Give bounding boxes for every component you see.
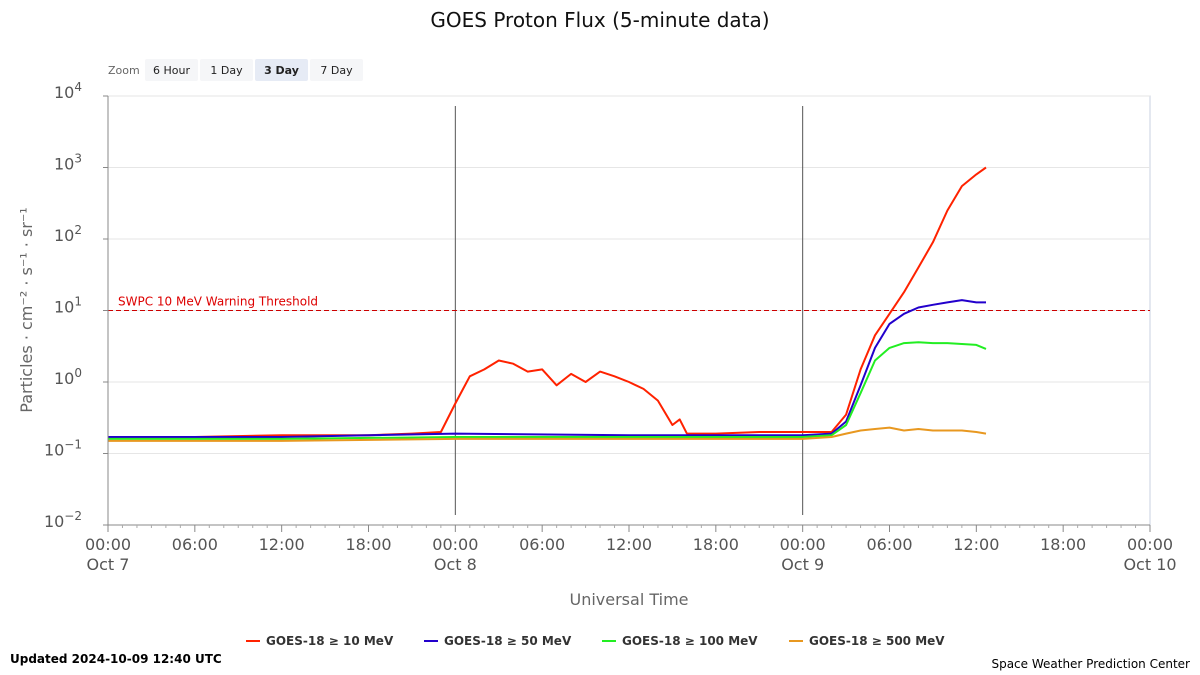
zoom-button-bg xyxy=(145,59,198,81)
y-tick-base: 10 xyxy=(54,369,74,388)
legend-label: GOES-18 ≥ 100 MeV xyxy=(622,634,758,648)
zoom-button-label: 3 Day xyxy=(264,64,299,77)
legend-item[interactable]: GOES-18 ≥ 100 MeV xyxy=(602,634,758,648)
series-line-1850-mev xyxy=(108,299,986,438)
x-tick-date-label: Oct 8 xyxy=(434,555,477,574)
x-tick-label: 12:00 xyxy=(259,535,305,554)
credit-text: Space Weather Prediction Center xyxy=(991,657,1190,671)
y-tick-label: 101 xyxy=(54,295,82,317)
chart-title: GOES Proton Flux (5-minute data) xyxy=(430,8,769,32)
y-tick-label: 10−2 xyxy=(44,509,82,531)
zoom-button-label: 1 Day xyxy=(210,64,243,77)
zoom-button-3-day[interactable]: 3 Day xyxy=(255,59,308,81)
zoom-button-6-hour[interactable]: 6 Hour xyxy=(145,59,198,81)
legend-item[interactable]: GOES-18 ≥ 50 MeV xyxy=(424,634,572,648)
x-tick-label: 18:00 xyxy=(1040,535,1086,554)
y-tick-label: 100 xyxy=(54,366,82,388)
plot-area: SWPC 10 MeV Warning Threshold xyxy=(107,95,1151,526)
y-tick-exponent: −2 xyxy=(64,509,82,523)
zoom-button-label: 7 Day xyxy=(320,64,353,77)
y-tick-base: 10 xyxy=(44,441,64,460)
legend-label: GOES-18 ≥ 500 MeV xyxy=(809,634,945,648)
x-tick-label: 00:00 xyxy=(85,535,131,554)
y-tick-label: 103 xyxy=(54,152,82,174)
series-lines xyxy=(108,166,987,442)
updated-timestamp: Updated 2024-10-09 12:40 UTC xyxy=(10,652,222,666)
x-tick-label: 18:00 xyxy=(345,535,391,554)
y-tick-base: 10 xyxy=(54,226,74,245)
legend-item[interactable]: GOES-18 ≥ 500 MeV xyxy=(789,634,945,648)
x-axis-title: Universal Time xyxy=(569,590,688,609)
legend-label: GOES-18 ≥ 10 MeV xyxy=(266,634,394,648)
y-tick-base: 10 xyxy=(54,155,74,174)
y-tick-exponent: 4 xyxy=(74,80,82,94)
x-tick-date-label: Oct 7 xyxy=(87,555,130,574)
legend-label: GOES-18 ≥ 50 MeV xyxy=(444,634,572,648)
x-tick-label: 18:00 xyxy=(693,535,739,554)
zoom-button-bg xyxy=(200,59,253,81)
y-tick-exponent: 1 xyxy=(74,295,82,309)
x-tick-date-label: Oct 10 xyxy=(1123,555,1176,574)
zoom-button-bg xyxy=(255,59,308,81)
x-tick-label: 00:00 xyxy=(780,535,826,554)
x-tick-label: 12:00 xyxy=(606,535,652,554)
series-line-18500-mev xyxy=(108,426,987,442)
legend-item[interactable]: GOES-18 ≥ 10 MeV xyxy=(246,634,394,648)
x-tick-label: 06:00 xyxy=(172,535,218,554)
y-tick-exponent: 2 xyxy=(74,223,82,237)
x-tick-date-label: Oct 9 xyxy=(781,555,824,574)
y-tick-exponent: 0 xyxy=(74,366,82,380)
series-line-1810-mev xyxy=(108,166,987,438)
y-tick-base: 10 xyxy=(54,83,74,102)
y-tick-base: 10 xyxy=(54,298,74,317)
x-tick-label: 06:00 xyxy=(519,535,565,554)
zoom-button-bg xyxy=(310,59,363,81)
x-tick-label: 00:00 xyxy=(432,535,478,554)
x-tick-label: 00:00 xyxy=(1127,535,1173,554)
y-tick-exponent: −1 xyxy=(64,438,82,452)
zoom-button-7-day[interactable]: 7 Day xyxy=(310,59,363,81)
y-axis-title: Particles · cm⁻² · s⁻¹ · sr⁻¹ xyxy=(17,207,36,412)
y-tick-label: 104 xyxy=(54,80,82,102)
series-line-18100-mev xyxy=(108,341,987,440)
legend: GOES-18 ≥ 10 MeV GOES-18 ≥ 50 MeV GOES-18 … xyxy=(246,634,945,648)
zoom-button-1-day[interactable]: 1 Day xyxy=(200,59,253,81)
zoom-button-label: 6 Hour xyxy=(153,64,190,77)
zoom-label: Zoom xyxy=(108,64,140,77)
x-tick-label: 06:00 xyxy=(866,535,912,554)
y-tick-base: 10 xyxy=(44,512,64,531)
y-tick-label: 102 xyxy=(54,223,82,245)
y-tick-label: 10−1 xyxy=(44,438,82,460)
threshold-label: SWPC 10 MeV Warning Threshold xyxy=(118,295,318,309)
zoom-controls: Zoom 6 Hour 1 Day 3 Day 7 Day xyxy=(108,59,363,81)
y-tick-exponent: 3 xyxy=(74,152,82,166)
x-tick-label: 12:00 xyxy=(953,535,999,554)
